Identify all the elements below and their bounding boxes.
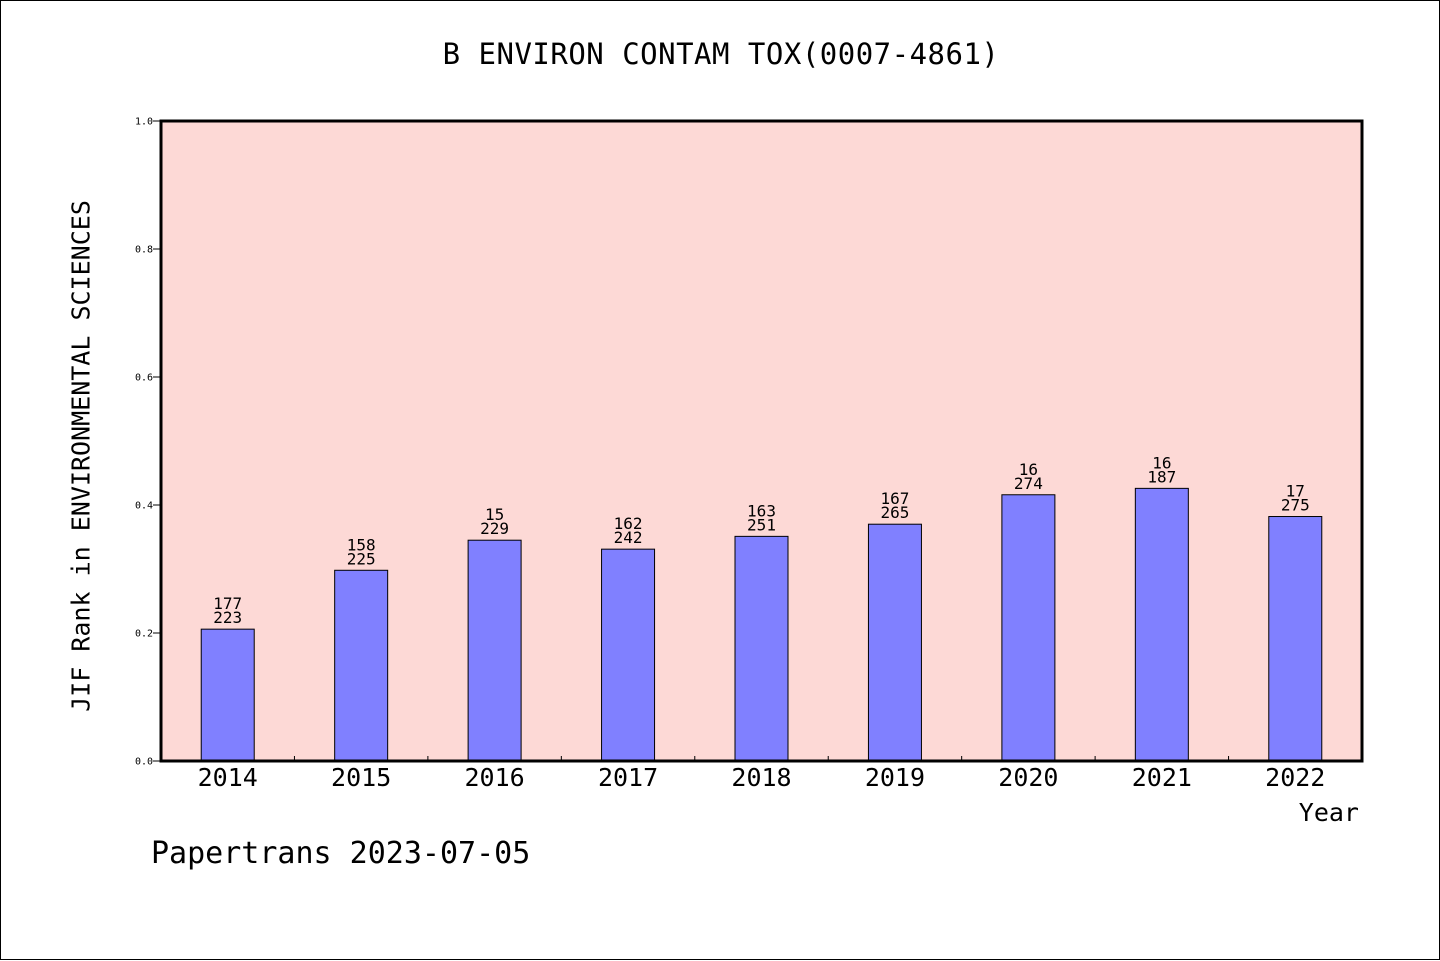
x-tick-label: 2020 <box>998 763 1058 792</box>
bar-rank-label: 163 <box>747 501 776 520</box>
bar-rank-label: 177 <box>213 594 242 613</box>
bar-rank-label: 16 <box>1019 460 1038 479</box>
x-tick-label: 2016 <box>465 763 525 792</box>
bar-total-label: 229 <box>480 519 509 538</box>
y-tick-label: 1.0 <box>135 117 153 128</box>
bar-rank-label: 167 <box>880 489 909 508</box>
x-tick-label: 2014 <box>198 763 258 792</box>
y-tick-label: 0.6 <box>135 373 153 384</box>
bar-rank-label: 15 <box>485 505 504 524</box>
bar <box>200 628 255 762</box>
bar-rank-label: 16 <box>1152 453 1171 472</box>
bar-total-label: 187 <box>1147 467 1176 486</box>
bar <box>1134 487 1189 762</box>
bar-rank-label: 158 <box>347 535 376 554</box>
bar-total-label: 223 <box>213 608 242 627</box>
x-tick-label: 2019 <box>865 763 925 792</box>
footer-watermark: Papertrans 2023-07-05 <box>151 836 531 871</box>
x-tick-label: 2015 <box>331 763 391 792</box>
bar-total-label: 274 <box>1014 474 1043 493</box>
y-tick-label: 0.4 <box>135 501 153 512</box>
y-tick-label: 0.0 <box>135 757 153 768</box>
x-tick-label: 2022 <box>1265 763 1325 792</box>
bar <box>1268 516 1323 762</box>
y-tick-label: 0.2 <box>135 629 153 640</box>
bar <box>734 535 789 762</box>
chart-title: B ENVIRON CONTAM TOX(0007-4861) <box>442 37 1000 71</box>
bar <box>1001 494 1056 762</box>
bar-total-label: 251 <box>747 515 776 534</box>
x-axis-label: Year <box>1298 798 1359 827</box>
bar-total-label: 265 <box>880 503 909 522</box>
plot-frame <box>159 119 1364 763</box>
x-tick-label: 2021 <box>1132 763 1192 792</box>
y-tick-label: 0.8 <box>135 245 153 256</box>
bar <box>467 539 522 762</box>
bar-total-label: 225 <box>347 549 376 568</box>
bar-total-label: 275 <box>1281 496 1310 515</box>
x-tick-label: 2017 <box>598 763 658 792</box>
bar-total-label: 242 <box>614 528 643 547</box>
bar-rank-label: 162 <box>614 514 643 533</box>
bar <box>601 548 656 762</box>
bar <box>334 569 389 762</box>
x-tick-label: 2018 <box>731 763 791 792</box>
bar <box>867 523 922 762</box>
bar-rank-label: 17 <box>1286 482 1305 501</box>
